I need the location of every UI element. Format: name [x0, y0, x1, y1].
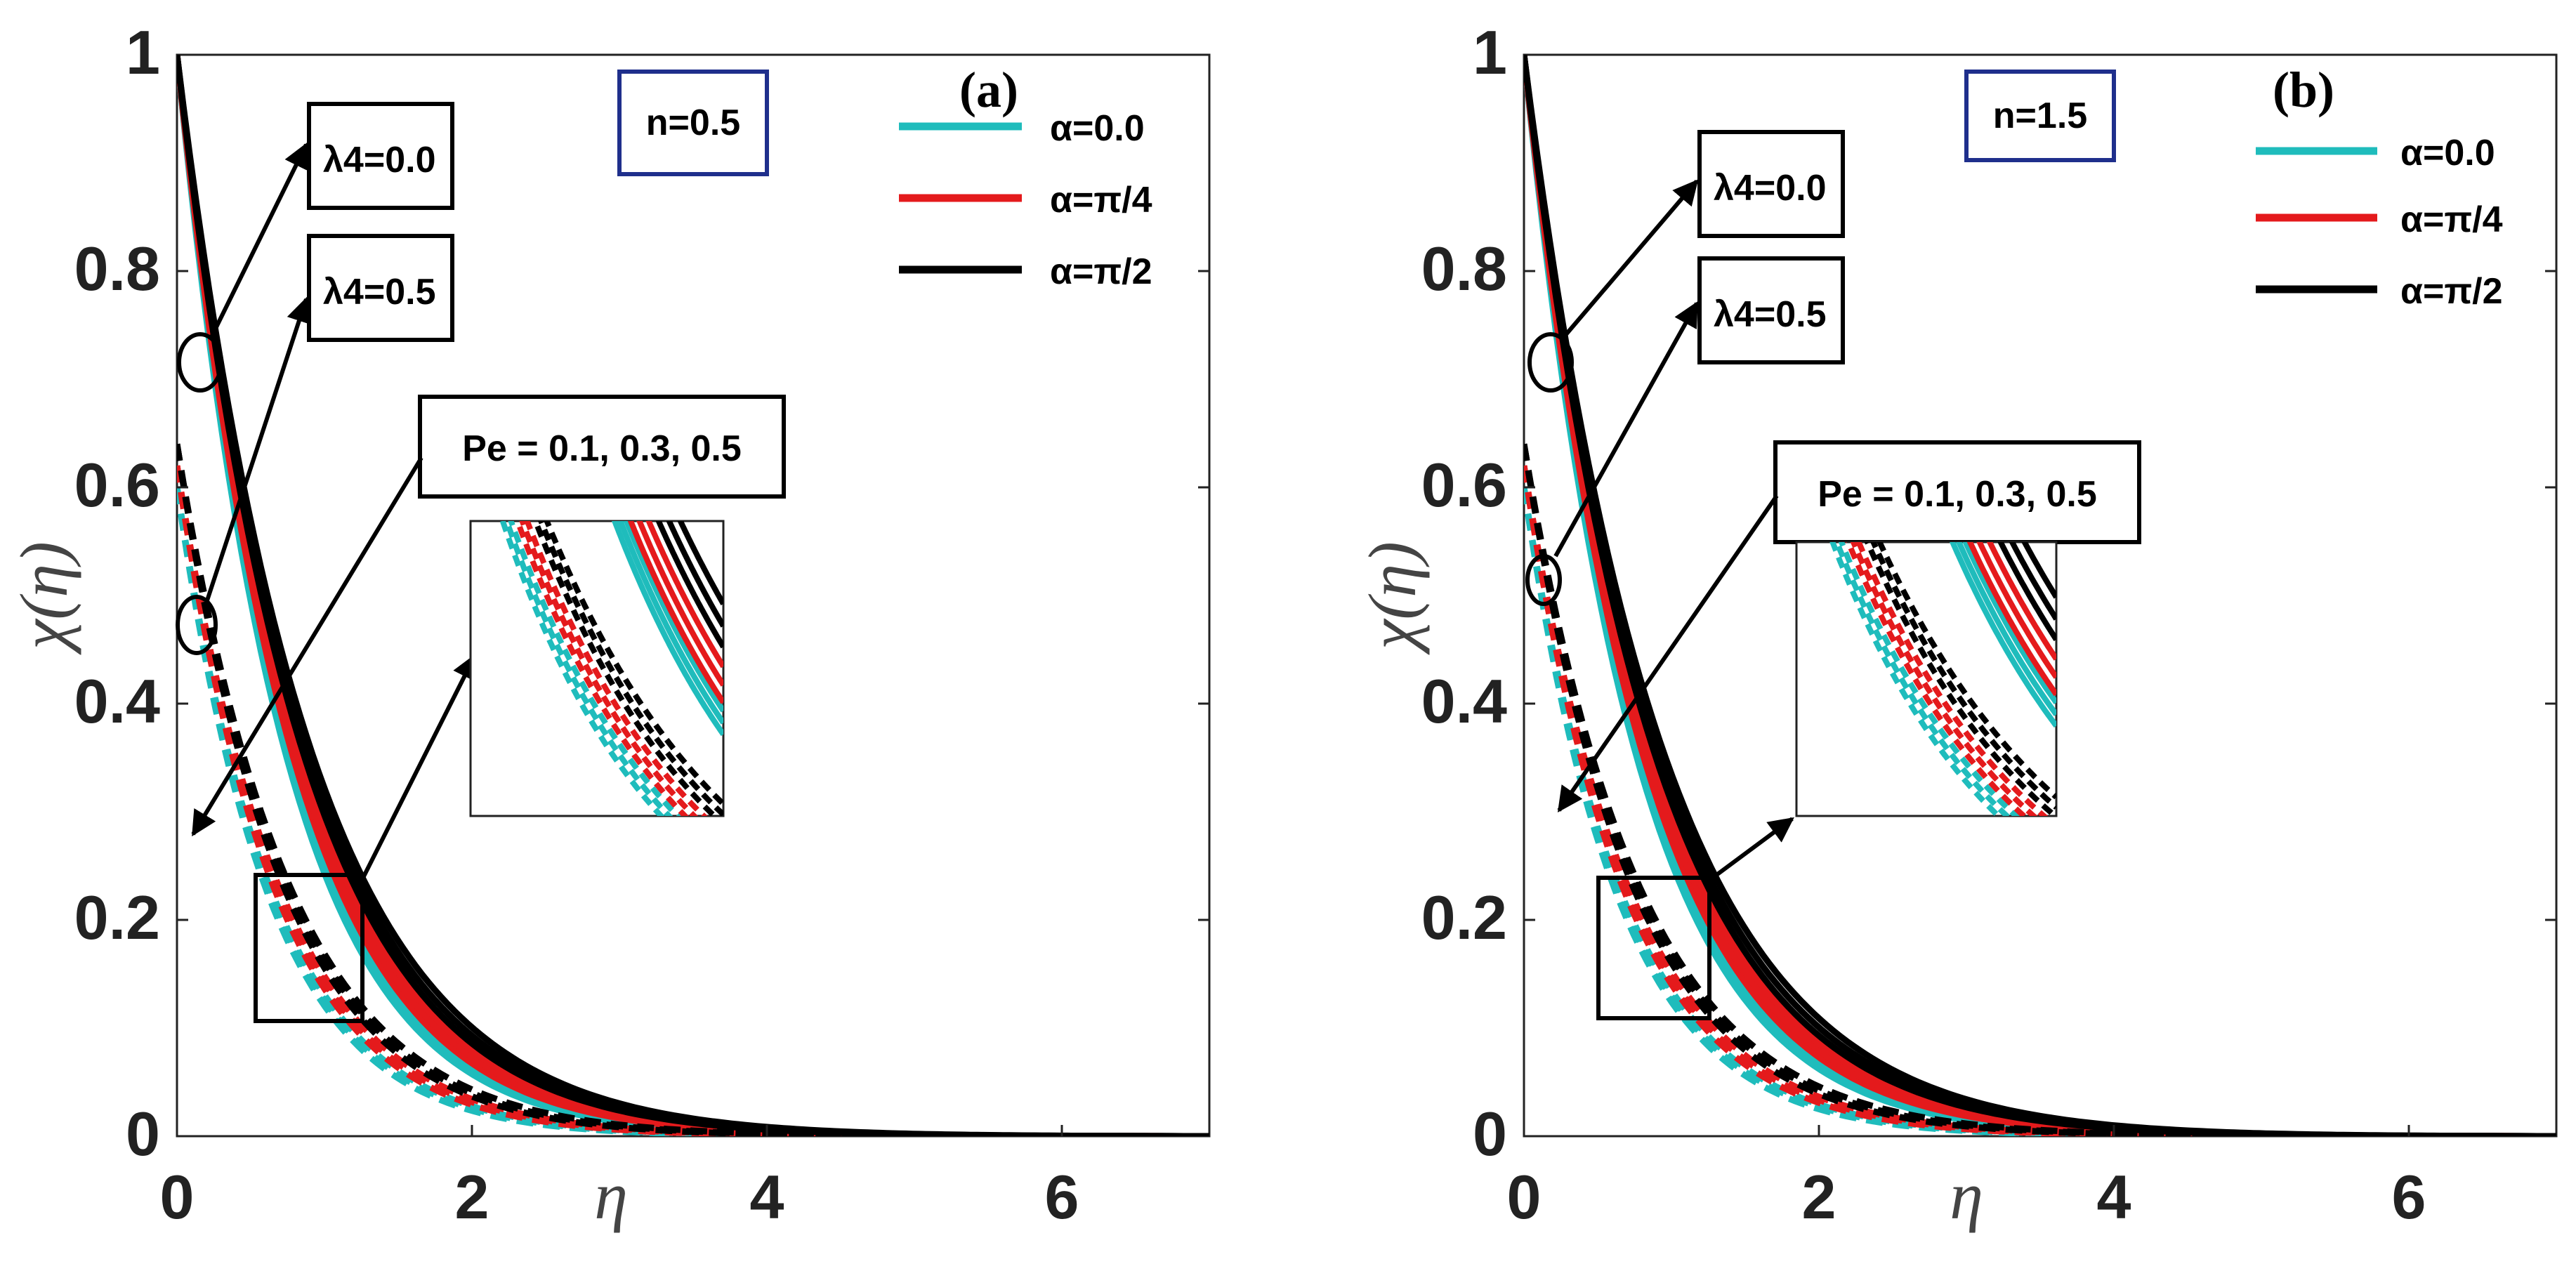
marker-ellipse: [177, 332, 223, 393]
legend-entry: α=π/2: [1050, 251, 1152, 292]
annotations: [1525, 130, 2141, 1020]
solid-curve: [1986, 542, 2056, 661]
zoom-box: [254, 873, 364, 1023]
solid-curve: [623, 521, 723, 713]
y-tick-label: 0.8: [74, 234, 160, 303]
pe-label: Pe = 0.1, 0.3, 0.5: [462, 428, 742, 469]
marker-ellipse: [1525, 554, 1562, 606]
y-tick-label: 0: [1473, 1099, 1507, 1168]
solid-curve: [666, 521, 723, 628]
y-axis: 0 0.2 0.4 0.6 0.8 1: [1421, 18, 2556, 1168]
x-tick-label: 6: [1045, 1162, 1079, 1232]
y-tick-label: 0.8: [1421, 234, 1507, 303]
legend-entry: α=π/4: [2400, 199, 2503, 240]
dashed-curve: [1829, 542, 2003, 816]
x-tick-label: 0: [1507, 1162, 1542, 1232]
n-label: n=1.5: [1993, 96, 2087, 136]
dashed-curve: [524, 521, 708, 816]
panel-a: 0 0.2 0.4 0.6 0.8 1 0 2 4 6 η χ(η): [6, 18, 1211, 1233]
curves: [1524, 55, 2556, 1136]
y-tick-label: 0: [126, 1099, 160, 1168]
solid-curve: [1949, 542, 2056, 728]
x-tick-label: 0: [160, 1162, 195, 1232]
x-tick-label: 6: [2392, 1162, 2426, 1232]
solid-curve: [1966, 542, 2056, 697]
solid-curve: [627, 521, 723, 704]
curves: [177, 55, 1209, 1136]
legend: α=0.0 α=π/4 α=π/2: [2256, 133, 2503, 312]
dashed-curve: [1834, 542, 2011, 816]
zoom-box: [1596, 876, 1711, 1020]
x-axis-label: η: [594, 1158, 628, 1233]
solid-curve: [617, 521, 723, 725]
y-tick-label: 0.6: [1421, 450, 1507, 520]
dashed-curve: [1524, 443, 2556, 1136]
lambda-solid-label: λ4=0.0: [323, 140, 436, 180]
n-box: [617, 70, 769, 176]
y-axis-label: χ(η): [6, 541, 81, 655]
solid-curve: [655, 521, 723, 649]
annotations: [176, 102, 786, 1023]
marker-ellipse: [1527, 332, 1574, 393]
legend-entry: α=0.0: [1050, 108, 1145, 149]
inset-curves: [1829, 542, 2056, 816]
solid-curve: [636, 521, 723, 687]
solid-curve: [1524, 55, 2556, 1136]
panel-b: 0 0.2 0.4 0.6 0.8 1 0 2 4 6 η χ(η) (b): [1355, 18, 2558, 1233]
lambda-solid-label: λ4=0.0: [1714, 168, 1827, 209]
legend-entry: α=0.0: [2400, 133, 2495, 173]
solid-curve: [1997, 542, 2056, 642]
x-axis: 0 2 4 6: [1507, 1125, 2426, 1232]
x-tick-label: 4: [750, 1162, 784, 1232]
solid-curve: [1976, 542, 2056, 679]
y-tick-label: 1: [1473, 18, 1507, 87]
panel-label: (a): [959, 62, 1018, 118]
solid-curve: [611, 521, 723, 737]
n-label: n=0.5: [646, 103, 740, 143]
y-tick-label: 1: [126, 18, 160, 87]
dashed-curve: [177, 465, 1209, 1136]
x-tick-label: 2: [455, 1162, 489, 1232]
n-box: [1964, 70, 2116, 162]
x-axis: 0 2 4 6: [160, 1125, 1079, 1232]
legend-entry: α=π/4: [1050, 180, 1152, 220]
y-axis-label: χ(η): [1355, 541, 1430, 655]
y-tick-label: 0.4: [74, 666, 160, 736]
solid-curve: [677, 521, 723, 605]
x-tick-label: 4: [2097, 1162, 2131, 1232]
solid-curve: [2009, 542, 2056, 621]
legend: α=0.0 α=π/4 α=π/2: [899, 108, 1152, 292]
dashed-curve: [544, 521, 723, 806]
y-tick-label: 0.6: [74, 450, 160, 520]
solid-curve: [1955, 542, 2056, 716]
marker-ellipse: [176, 595, 218, 655]
x-axis-label: η: [1950, 1158, 1983, 1233]
lambda-dashed-label: λ4=0.5: [1714, 294, 1827, 335]
solid-curve: [645, 521, 723, 669]
dashed-curve: [532, 521, 718, 816]
solid-curve: [177, 55, 1209, 1136]
y-tick-label: 0.2: [1421, 883, 1507, 952]
y-tick-label: 0.2: [74, 883, 160, 952]
panel-label: (b): [2273, 62, 2334, 118]
dashed-curve: [1855, 542, 2049, 816]
dashed-curve: [1838, 542, 2020, 816]
x-tick-label: 2: [1802, 1162, 1836, 1232]
inset-curves: [499, 521, 723, 816]
dashed-curve: [1845, 542, 2028, 816]
dashed-curve: [514, 521, 690, 816]
dashed-curve: [1850, 542, 2038, 816]
dashed-curve: [499, 521, 665, 816]
solid-curve: [1962, 542, 2056, 704]
lambda-dashed-label: λ4=0.5: [323, 272, 436, 312]
legend-entry: α=π/2: [2400, 271, 2503, 312]
dashed-curve: [538, 521, 723, 816]
y-axis: 0 0.2 0.4 0.6 0.8 1: [74, 18, 1209, 1168]
dashed-curve: [519, 521, 699, 816]
pe-label: Pe = 0.1, 0.3, 0.5: [1818, 474, 2097, 515]
y-tick-label: 0.4: [1421, 666, 1507, 736]
